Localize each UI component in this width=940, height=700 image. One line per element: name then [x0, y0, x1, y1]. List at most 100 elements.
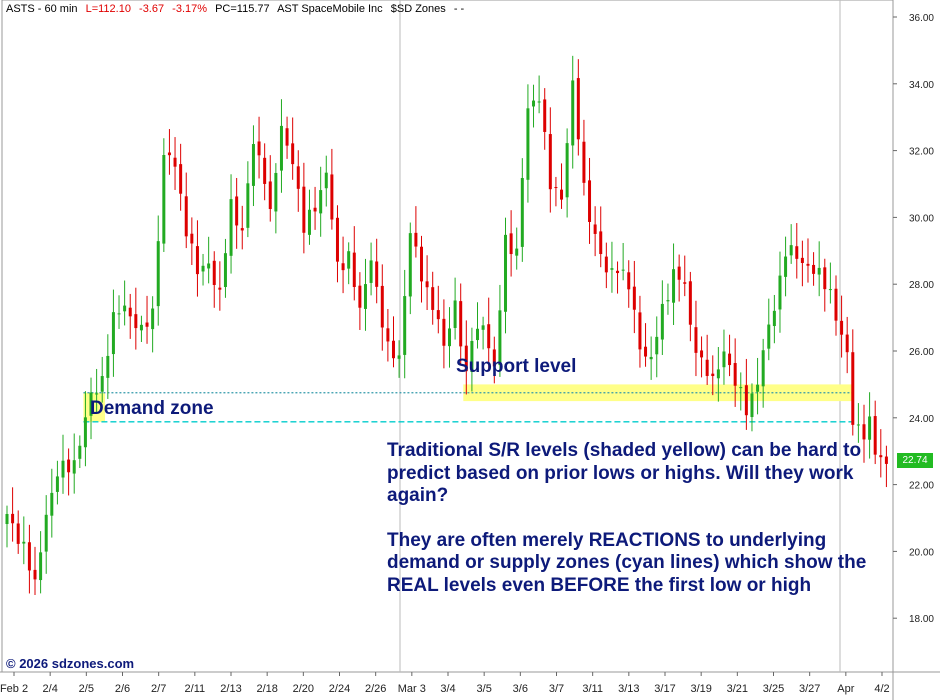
candle-body	[873, 416, 877, 455]
x-tick-label: 3/19	[690, 683, 711, 695]
x-tick-label: Feb 2	[0, 683, 28, 695]
candle-body	[330, 174, 334, 220]
candle-body	[789, 245, 793, 256]
candle-body	[313, 207, 317, 212]
x-tick-label: Apr	[837, 683, 854, 695]
candle-body	[868, 416, 872, 440]
candle-body	[408, 233, 412, 297]
y-tick-label: 26.00	[909, 347, 934, 358]
candle-body	[476, 328, 480, 341]
change-label: -3.67	[139, 3, 165, 15]
candle-body	[711, 373, 715, 377]
candle-body	[750, 393, 754, 418]
x-tick-label: 2/20	[293, 683, 314, 695]
candle-body	[644, 346, 648, 357]
candle-body	[235, 196, 239, 226]
candle-body	[83, 417, 87, 448]
candle-body	[560, 189, 564, 200]
candle-body	[386, 328, 390, 342]
candle-body	[800, 257, 804, 263]
demand-zone-label: Demand zone	[90, 398, 214, 419]
chart-header: ASTS - 60 min L=112.10 -3.67 -3.17% PC=1…	[6, 3, 469, 15]
candle-body	[840, 320, 844, 335]
candle-body	[139, 324, 143, 331]
last-price-label: L=112.10	[85, 3, 131, 15]
x-tick-label: 2/7	[151, 683, 166, 695]
candle-body	[179, 164, 183, 194]
candle-body	[610, 268, 614, 270]
candle-body	[50, 492, 54, 516]
candle-body	[683, 282, 687, 284]
x-tick-label: 3/11	[582, 683, 603, 695]
candle-body	[67, 459, 71, 473]
candle-body	[470, 340, 474, 372]
x-tick-label: 2/5	[79, 683, 94, 695]
candle-body	[884, 456, 888, 464]
candle-body	[744, 385, 748, 416]
candle-body	[156, 241, 160, 307]
candle-body	[543, 99, 547, 132]
x-tick-label: 2/18	[256, 683, 277, 695]
x-tick-label: 3/13	[618, 683, 639, 695]
candle-body	[274, 172, 278, 212]
candle-body	[856, 424, 860, 426]
candle-body	[403, 296, 407, 355]
candle-body	[593, 224, 597, 234]
candle-body	[638, 312, 642, 350]
candle-body	[504, 234, 508, 312]
y-tick-label: 20.00	[909, 547, 934, 558]
candle-body	[39, 552, 43, 581]
candle-body	[459, 301, 463, 347]
candle-body	[279, 125, 283, 171]
x-tick-label: Mar 3	[398, 683, 426, 695]
candle-body	[817, 267, 821, 275]
candle-body	[688, 281, 692, 325]
y-tick-label: 30.00	[909, 213, 934, 224]
candle-body	[268, 181, 272, 210]
y-tick-label: 32.00	[909, 147, 934, 158]
candle-body	[604, 256, 608, 273]
candle-body	[263, 157, 267, 184]
company-name: AST SpaceMobile Inc	[277, 3, 383, 15]
candle-body	[621, 269, 625, 271]
candle-body	[588, 180, 592, 222]
candle-body	[162, 154, 166, 244]
note-paragraph-1: Traditional S/R levels (shaded yellow) c…	[387, 440, 862, 506]
candle-body	[778, 275, 782, 310]
candle-body	[240, 228, 244, 231]
candle-body	[655, 336, 659, 355]
candle-body	[167, 152, 171, 156]
candle-body	[296, 166, 300, 189]
y-tick-label: 24.00	[909, 414, 934, 425]
candle-body	[509, 233, 513, 255]
candle-body	[352, 252, 356, 288]
candle-body	[145, 322, 149, 327]
candle-body	[251, 144, 255, 186]
x-tick-label: 3/17	[654, 683, 675, 695]
candle-body	[442, 318, 446, 346]
x-tick-label: 2/4	[43, 683, 58, 695]
x-tick-label: 2/13	[220, 683, 241, 695]
candle-body	[879, 455, 883, 458]
candle-body	[834, 288, 838, 321]
candle-body	[464, 345, 468, 372]
candle-body	[61, 460, 65, 478]
candle-body	[195, 246, 199, 275]
candle-body	[123, 305, 127, 312]
candle-body	[207, 263, 211, 269]
change-pct-label: -3.17%	[172, 3, 208, 15]
candle-body	[453, 300, 457, 328]
candle-body	[828, 289, 832, 291]
candle-body	[498, 310, 502, 366]
x-tick-label: 3/4	[440, 683, 455, 695]
candle-body	[672, 269, 676, 303]
x-tick-label: 3/27	[799, 683, 820, 695]
candle-body	[481, 325, 485, 330]
candle-body	[335, 217, 339, 262]
candle-body	[375, 261, 379, 287]
candle-body	[111, 312, 115, 355]
candle-body	[537, 101, 541, 103]
candle-body	[257, 141, 261, 156]
candle-body	[302, 186, 306, 233]
candle-body	[728, 353, 732, 366]
